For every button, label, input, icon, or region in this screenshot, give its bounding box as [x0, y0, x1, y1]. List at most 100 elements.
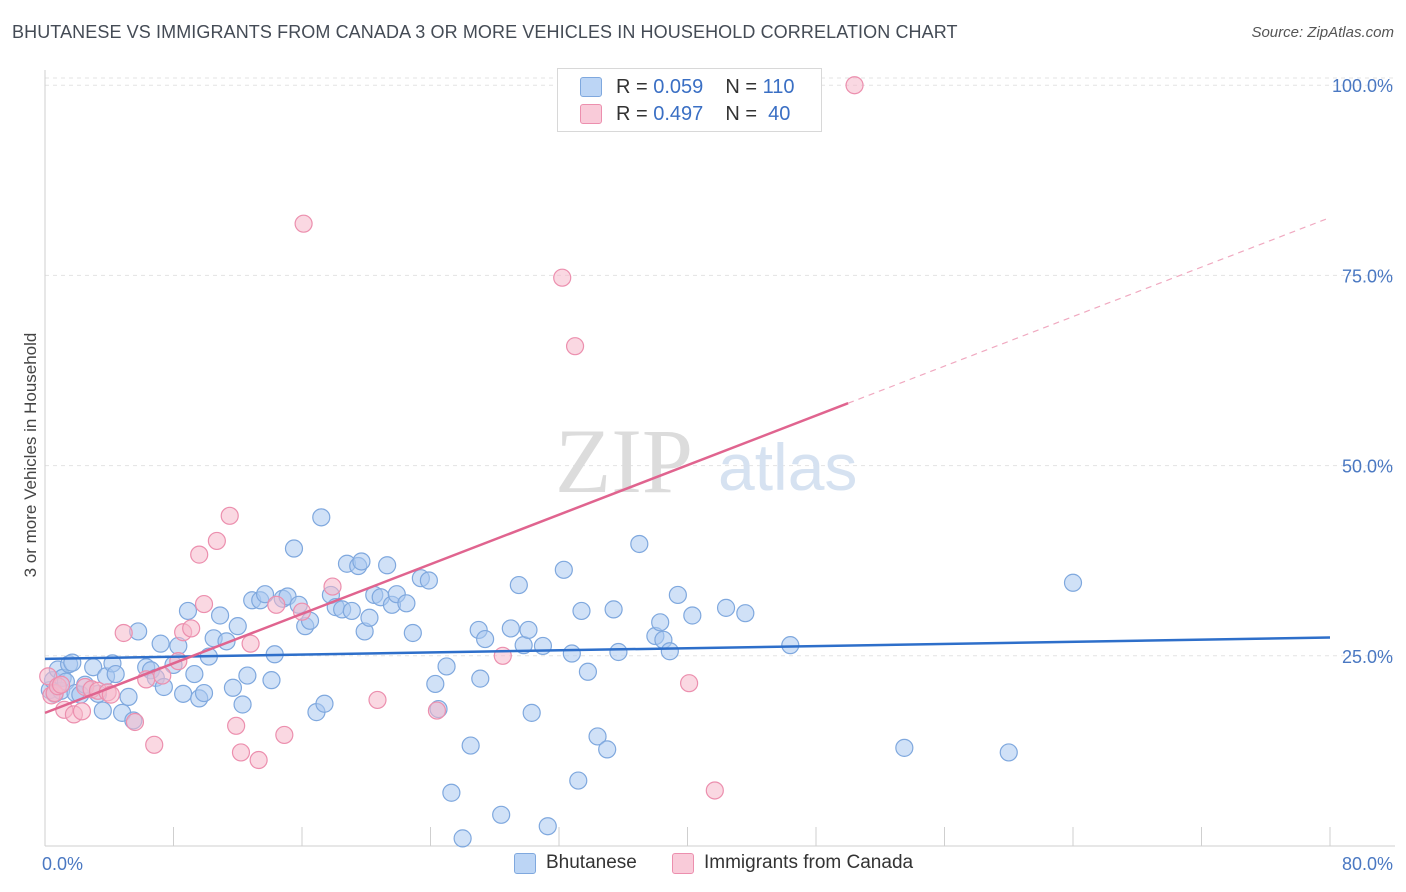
legend-r-label: R =: [616, 102, 648, 125]
immigrants-point: [493, 646, 512, 665]
immigrants-point: [275, 725, 294, 745]
x-tick-label: 0.0%: [42, 854, 83, 874]
bhutanese-point: [315, 694, 334, 713]
watermark-zip: ZIP: [555, 410, 693, 512]
bhutanese-point: [609, 642, 628, 662]
bhutanese-point: [178, 601, 198, 621]
legend-row-immigrants: R = 0.497 N = 40: [580, 102, 790, 126]
immigrants-point: [227, 716, 246, 735]
bhutanese-point: [598, 740, 617, 759]
axes: [44, 70, 1395, 847]
bhutanese-point: [426, 674, 445, 694]
bhutanese-point: [223, 678, 243, 697]
legend-n-value: 40: [768, 102, 791, 125]
bhutanese-point: [604, 600, 623, 619]
bhutanese-point: [492, 805, 511, 824]
immigrants-canada-points: [39, 76, 864, 800]
trend-lines: [44, 217, 1331, 715]
bhutanese-point: [519, 620, 538, 640]
bhutanese-point: [151, 634, 170, 653]
bhutanese-point: [342, 601, 361, 621]
y-tick-label: 25.0%: [1342, 647, 1393, 667]
y-tick-label: 100.0%: [1332, 76, 1393, 96]
bhutanese-point: [194, 683, 214, 703]
source-label: Source: ZipAtlas.com: [1251, 24, 1394, 41]
immigrants-point: [249, 750, 268, 770]
bhutanese-point: [651, 613, 670, 632]
series-label-immigrants: Immigrants from Canada: [704, 852, 914, 873]
immigrants-point: [565, 337, 585, 356]
immigrants-trend-extension: [847, 217, 1331, 404]
bhutanese-point: [119, 687, 138, 706]
immigrants-point: [427, 701, 447, 720]
series-swatch-blue: [514, 852, 536, 874]
legend-n-label: N =: [725, 75, 757, 98]
bhutanese-point: [284, 539, 304, 558]
immigrants-point: [190, 545, 209, 564]
immigrants-point: [220, 506, 239, 525]
immigrants-point: [145, 735, 164, 754]
bhutanese-trend-line: [44, 636, 1331, 661]
bhutanese-point: [572, 601, 591, 621]
immigrants-point: [207, 531, 226, 551]
immigrants-point: [114, 623, 133, 643]
series-legend-bhutanese: Bhutanese: [514, 852, 637, 874]
series-label-bhutanese: Bhutanese: [546, 852, 637, 873]
bhutanese-point: [630, 534, 649, 554]
immigrants-point: [182, 619, 201, 638]
bhutanese-point: [453, 829, 472, 848]
bhutanese-point: [668, 585, 687, 605]
immigrants-point: [553, 268, 572, 287]
bhutanese-point: [378, 556, 397, 575]
immigrants-point: [267, 595, 286, 614]
bhutanese-point: [736, 604, 755, 623]
bhutanese-point: [442, 783, 461, 802]
bhutanese-point: [185, 664, 204, 684]
series-legend-immigrants: Immigrants from Canada: [672, 852, 913, 874]
immigrants-point: [323, 577, 342, 596]
immigrants-point: [125, 712, 145, 732]
bhutanese-point: [461, 736, 480, 755]
bhutanese-point: [360, 608, 379, 627]
bhutanese-point: [419, 571, 438, 590]
legend-n-value: 110: [762, 75, 795, 98]
bhutanese-point: [93, 701, 112, 720]
immigrants-point: [294, 214, 313, 233]
bhutanese-point: [501, 619, 520, 638]
immigrants-point: [51, 675, 71, 694]
gridlines: [45, 77, 1395, 657]
correlation-legend: R = 0.059 N = 110 R = 0.497 N = 40: [557, 68, 822, 132]
bhutanese-point: [352, 552, 371, 571]
bhutanese-point: [174, 684, 193, 703]
bhutanese-point: [509, 575, 528, 595]
legend-r-value: 0.059: [653, 75, 704, 98]
bhutanese-point: [716, 598, 736, 617]
bhutanese-point: [683, 606, 702, 625]
legend-r-label: R =: [616, 75, 648, 98]
bhutanese-point: [660, 642, 679, 661]
y-tick-label: 50.0%: [1342, 457, 1393, 477]
immigrants-point: [231, 743, 251, 762]
chart-title: BHUTANESE VS IMMIGRANTS FROM CANADA 3 OR…: [12, 22, 958, 42]
x-tick-label: 80.0%: [1342, 854, 1393, 874]
bhutanese-point: [1063, 573, 1083, 592]
bhutanese-point: [895, 738, 914, 757]
bhutanese-point: [63, 653, 82, 672]
bhutanese-point: [437, 657, 456, 676]
bhutanese-point: [228, 617, 247, 636]
legend-n-label: N =: [725, 102, 757, 125]
immigrants-point: [680, 674, 699, 693]
y-axis-title: 3 or more Vehicles in Household: [21, 333, 40, 578]
immigrants-point: [72, 702, 92, 721]
bhutanese-point: [562, 644, 581, 663]
bhutanese-point: [106, 664, 125, 684]
immigrants-point: [845, 76, 864, 95]
immigrants-point: [194, 594, 214, 614]
bhutanese-point: [210, 606, 230, 625]
bhutanese-point: [471, 669, 490, 688]
bhutanese-point: [255, 585, 275, 604]
immigrants-trend-line: [44, 402, 849, 715]
bhutanese-points: [40, 508, 1083, 848]
series-swatch-pink: [672, 852, 694, 874]
series-legend: Bhutanese Immigrants from Canada: [0, 852, 1406, 876]
